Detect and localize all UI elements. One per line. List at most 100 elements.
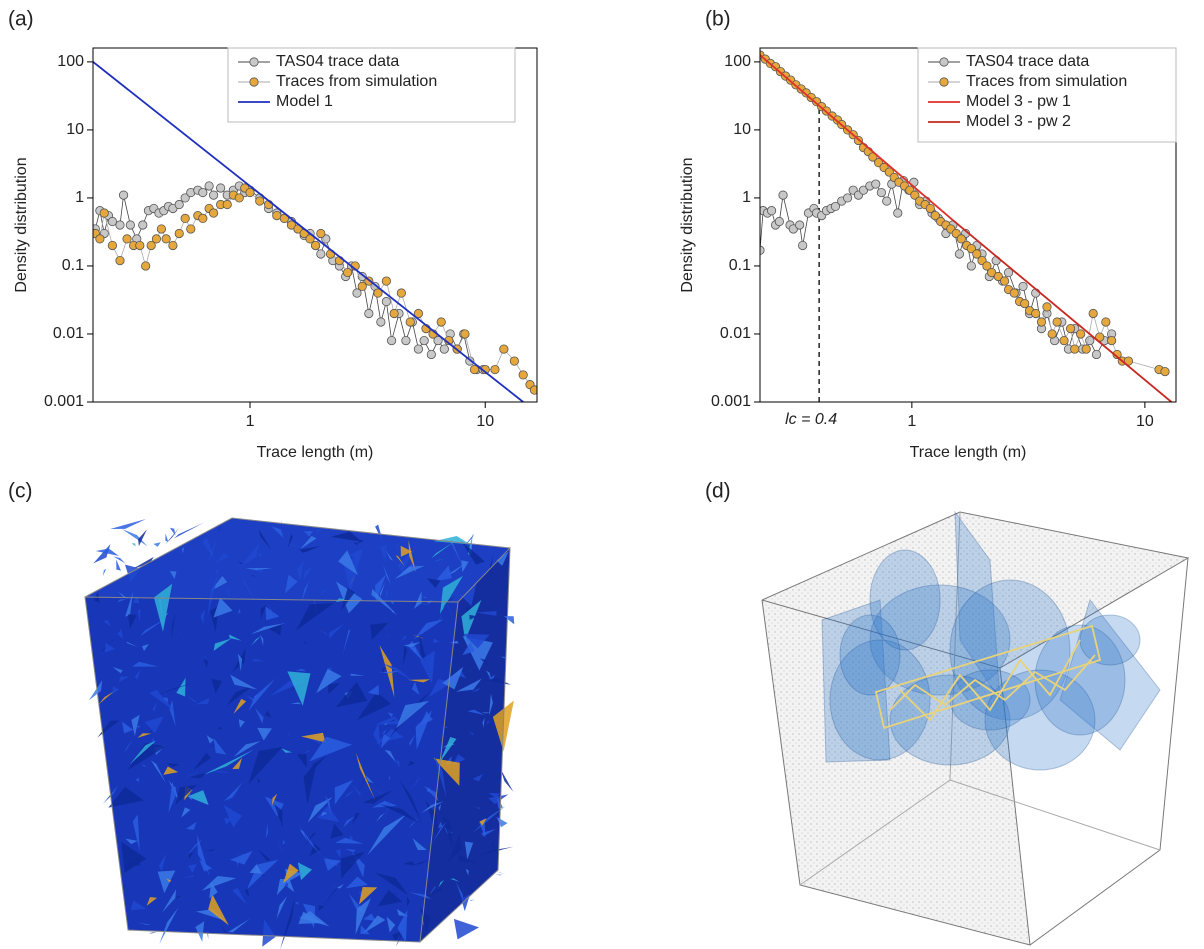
legend-box <box>227 47 516 123</box>
fracture-facet <box>426 578 441 588</box>
y-tick-label: 10 <box>733 121 751 138</box>
fracture-facet <box>287 671 311 706</box>
fracture-facet <box>329 624 344 639</box>
y-tick-label: 10 <box>66 121 84 138</box>
model-line <box>952 219 1173 402</box>
data-point <box>396 288 406 298</box>
fracture-facet <box>214 568 219 575</box>
fracture-facet <box>142 643 149 652</box>
data-point <box>95 234 105 244</box>
data-point <box>413 344 424 354</box>
fracture-facet <box>373 723 381 748</box>
fracture-facet <box>312 755 327 768</box>
fracture-facet <box>264 710 272 718</box>
fracture-facet <box>363 915 386 934</box>
fracture-facet <box>223 804 242 828</box>
x-tick-label: 10 <box>1136 413 1154 430</box>
fracture-discs <box>821 510 1161 771</box>
fracture-facet <box>183 692 198 703</box>
fracture-facet <box>450 539 463 567</box>
data-point <box>1047 329 1057 339</box>
fracture-facet <box>153 583 173 632</box>
fracture-facet <box>165 533 169 542</box>
fracture-facet <box>330 823 344 839</box>
fracture-facet <box>187 852 194 860</box>
fracture-facet <box>246 695 257 704</box>
fracture-facet <box>295 902 299 905</box>
data-point <box>180 193 190 203</box>
fracture-facet <box>422 595 429 599</box>
fracture-facet <box>168 757 170 759</box>
fracture-facet <box>334 837 364 844</box>
fracture-facet <box>418 587 451 589</box>
fracture-facet <box>199 859 213 872</box>
fracture-facet <box>282 839 285 845</box>
fracture-facet <box>367 684 380 696</box>
fracture-facet <box>175 895 182 899</box>
fracture-facet <box>217 523 222 533</box>
fracture-facet <box>158 853 167 871</box>
fracture-facet <box>213 638 232 651</box>
data-point <box>1059 335 1069 346</box>
fracture-facet <box>316 668 342 694</box>
data-point <box>843 193 853 203</box>
fracture-facet <box>197 834 210 876</box>
fracture-facet <box>392 734 406 755</box>
fracture-facet <box>125 591 133 617</box>
legend-swatch <box>249 57 259 67</box>
fracture-facet <box>274 804 283 828</box>
fracture-facet <box>287 733 291 736</box>
fracture-facet <box>307 797 333 823</box>
fracture-facet <box>496 816 508 828</box>
fracture-facet <box>319 628 330 637</box>
data-point <box>168 240 178 251</box>
data-point <box>419 335 429 346</box>
fracture-facet <box>336 883 344 889</box>
fracture-facet <box>200 609 205 625</box>
fracture-facet <box>130 900 147 911</box>
data-point <box>373 288 383 298</box>
fracture-facet <box>396 700 430 729</box>
fracture-facet <box>495 871 506 875</box>
fracture-facet <box>126 858 141 867</box>
fracture-facet <box>108 786 144 808</box>
fracture-facet <box>362 789 394 804</box>
fracture-facet <box>384 722 388 726</box>
data-point <box>286 220 297 230</box>
data-point <box>118 190 129 200</box>
cube-front <box>85 597 458 942</box>
fracture-facet <box>276 878 292 896</box>
fracture-facet <box>395 555 405 567</box>
fracture-facet <box>224 817 233 825</box>
data-point <box>343 267 353 278</box>
data-point <box>161 234 171 244</box>
fracture-facet <box>408 760 416 767</box>
fracture-facet <box>450 878 460 882</box>
fracture-facet <box>125 838 138 845</box>
data-point <box>469 364 480 375</box>
legend-box <box>917 47 1177 143</box>
data-point <box>1107 335 1117 346</box>
data-point <box>174 228 184 239</box>
fracture-facet <box>491 792 500 809</box>
y-tick-label: 100 <box>724 53 751 70</box>
fracture-facet <box>400 545 413 557</box>
fracture-facet <box>327 769 336 773</box>
fracture-facet <box>301 750 310 756</box>
fracture-facet <box>203 913 207 925</box>
data-point <box>433 335 443 346</box>
fracture-facet <box>132 814 140 852</box>
data-point <box>389 308 399 319</box>
fracture-facet <box>449 533 475 565</box>
fracture-facet <box>383 793 392 822</box>
data-point <box>1076 329 1086 339</box>
fracture-facet <box>440 575 463 614</box>
data-point <box>310 240 321 251</box>
fracture-facet <box>207 572 219 618</box>
fracture-facet <box>500 768 514 792</box>
fracture-facet <box>438 879 445 888</box>
fracture-facet <box>203 658 209 669</box>
fracture-facet <box>465 869 469 876</box>
data-point <box>858 185 869 195</box>
fracture-facet <box>408 817 419 829</box>
